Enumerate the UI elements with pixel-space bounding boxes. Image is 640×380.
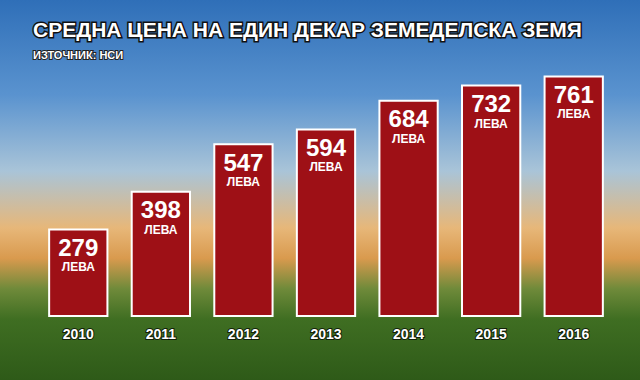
svg-text:2013: 2013 xyxy=(310,326,341,342)
svg-text:398: 398 xyxy=(141,196,181,223)
svg-text:ИЗТОЧНИК: НСИ: ИЗТОЧНИК: НСИ xyxy=(33,49,123,61)
svg-text:761: 761 xyxy=(554,81,594,108)
svg-text:2016: 2016 xyxy=(558,326,589,342)
svg-text:684: 684 xyxy=(389,105,430,132)
svg-text:2014: 2014 xyxy=(393,326,424,342)
svg-text:ЛЕВА: ЛЕВА xyxy=(144,223,177,237)
svg-text:СРЕДНА ЦЕНА НА ЕДИН ДЕКАР ЗЕМЕ: СРЕДНА ЦЕНА НА ЕДИН ДЕКАР ЗЕМЕДЕЛСКА ЗЕМ… xyxy=(33,18,582,41)
svg-text:547: 547 xyxy=(223,149,263,176)
svg-text:2012: 2012 xyxy=(228,326,259,342)
svg-text:732: 732 xyxy=(471,90,511,117)
svg-text:ЛЕВА: ЛЕВА xyxy=(557,107,590,121)
svg-text:2010: 2010 xyxy=(63,326,94,342)
svg-text:ЛЕВА: ЛЕВА xyxy=(392,132,425,146)
svg-text:ЛЕВА: ЛЕВА xyxy=(309,160,342,174)
svg-text:ЛЕВА: ЛЕВА xyxy=(62,260,95,274)
svg-text:2011: 2011 xyxy=(146,326,177,342)
svg-text:279: 279 xyxy=(58,234,98,261)
svg-text:ЛЕВА: ЛЕВА xyxy=(475,117,508,131)
svg-text:ЛЕВА: ЛЕВА xyxy=(227,175,260,189)
svg-text:594: 594 xyxy=(306,134,347,161)
svg-text:2015: 2015 xyxy=(476,326,507,342)
